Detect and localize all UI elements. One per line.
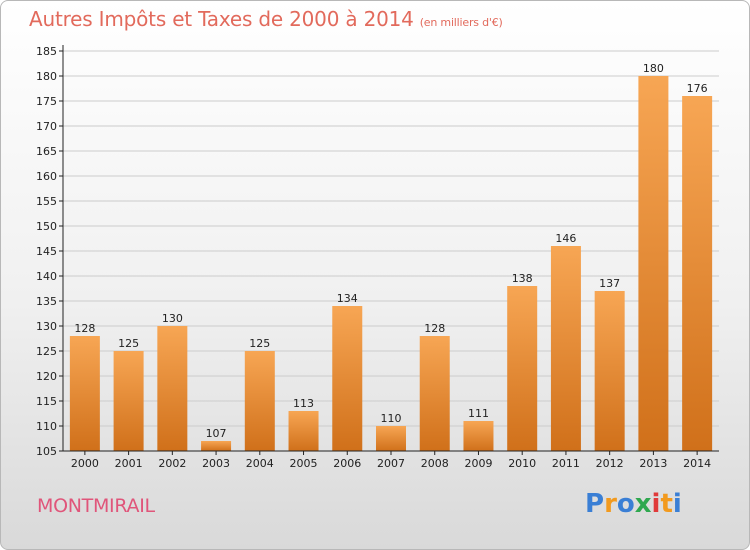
x-tick-label-2012: 2012 <box>596 457 624 470</box>
bar-2011 <box>550 246 581 451</box>
data-label-2010: 138 <box>512 272 533 285</box>
data-label-2000: 128 <box>74 322 95 335</box>
data-label-2014: 176 <box>687 82 708 95</box>
data-label-2012: 137 <box>599 277 620 290</box>
labels: 105 110 115 120 125 130 135 140 145 150 155 160 165 1… <box>36 45 711 470</box>
data-label-2007: 110 <box>381 412 402 425</box>
y-tick-label: 165 <box>36 145 57 158</box>
y-tick-label: 110 <box>36 420 57 433</box>
bar-2014 <box>682 96 713 451</box>
x-tick-label-2011: 2011 <box>552 457 580 470</box>
y-tick-label: 135 <box>36 295 57 308</box>
x-tick-label-2002: 2002 <box>158 457 186 470</box>
logo-letter: r <box>604 489 617 519</box>
data-label-2013: 180 <box>643 62 664 75</box>
chart-title: Autres Impôts et Taxes de 2000 à 2014 (en… <box>29 7 503 31</box>
data-label-2004: 125 <box>249 337 270 350</box>
x-tick-label-2009: 2009 <box>464 457 492 470</box>
data-label-2011: 146 <box>555 232 576 245</box>
logo-letter: t <box>660 489 673 519</box>
y-tick-label: 160 <box>36 170 57 183</box>
bar-2013 <box>638 76 669 451</box>
data-label-2003: 107 <box>206 427 227 440</box>
bar-2005 <box>288 411 319 451</box>
logo-letter: i <box>672 489 682 519</box>
y-tick-label: 115 <box>36 395 57 408</box>
logo-letter: o <box>616 489 635 519</box>
bar-2006 <box>332 306 363 451</box>
x-tick-label-2013: 2013 <box>639 457 667 470</box>
x-tick-label-2000: 2000 <box>71 457 99 470</box>
y-tick-label: 125 <box>36 345 57 358</box>
logo-letter: i <box>651 489 661 519</box>
bar-2010 <box>507 286 538 451</box>
y-tick-label: 170 <box>36 120 57 133</box>
y-tick-label: 130 <box>36 320 57 333</box>
data-label-2006: 134 <box>337 292 358 305</box>
y-tick-label: 140 <box>36 270 57 283</box>
y-tick-label: 155 <box>36 195 57 208</box>
x-tick-label-2014: 2014 <box>683 457 711 470</box>
bar-2008 <box>419 336 450 451</box>
bar-2007 <box>376 426 406 451</box>
x-tick-label-2008: 2008 <box>421 457 449 470</box>
commune-name: MONTMIRAIL <box>37 495 155 517</box>
x-tick-label-2005: 2005 <box>290 457 318 470</box>
bars <box>69 76 713 451</box>
axes <box>59 45 719 455</box>
logo-letter: P <box>585 489 605 519</box>
y-tick-label: 175 <box>36 95 57 108</box>
data-label-2009: 111 <box>468 407 489 420</box>
y-tick-label: 150 <box>36 220 57 233</box>
proxiti-logo: Proxiti <box>585 489 682 519</box>
bar-2009 <box>463 421 494 451</box>
logo-letter: x <box>634 489 652 519</box>
y-tick-label: 185 <box>36 45 57 58</box>
data-label-2002: 130 <box>162 312 183 325</box>
y-tick-label: 120 <box>36 370 57 383</box>
x-tick-label-2006: 2006 <box>333 457 361 470</box>
bar-2012 <box>594 291 625 451</box>
bar-2001 <box>113 351 144 451</box>
y-tick-label: 105 <box>36 445 57 458</box>
data-label-2005: 113 <box>293 397 314 410</box>
x-tick-label-2001: 2001 <box>115 457 143 470</box>
bar-2000 <box>69 336 100 451</box>
data-label-2008: 128 <box>424 322 445 335</box>
bar-2002 <box>157 326 188 451</box>
y-tick-label: 145 <box>36 245 57 258</box>
x-tick-label-2004: 2004 <box>246 457 274 470</box>
y-tick-label: 180 <box>36 70 57 83</box>
data-label-2001: 125 <box>118 337 139 350</box>
chart-title-text: Autres Impôts et Taxes de 2000 à 2014 <box>29 7 414 31</box>
bar-2004 <box>244 351 275 451</box>
x-tick-label-2010: 2010 <box>508 457 536 470</box>
chart-subtitle: (en milliers d'€) <box>419 16 503 29</box>
x-tick-label-2003: 2003 <box>202 457 230 470</box>
bar-2003 <box>201 441 232 451</box>
x-tick-label-2007: 2007 <box>377 457 405 470</box>
